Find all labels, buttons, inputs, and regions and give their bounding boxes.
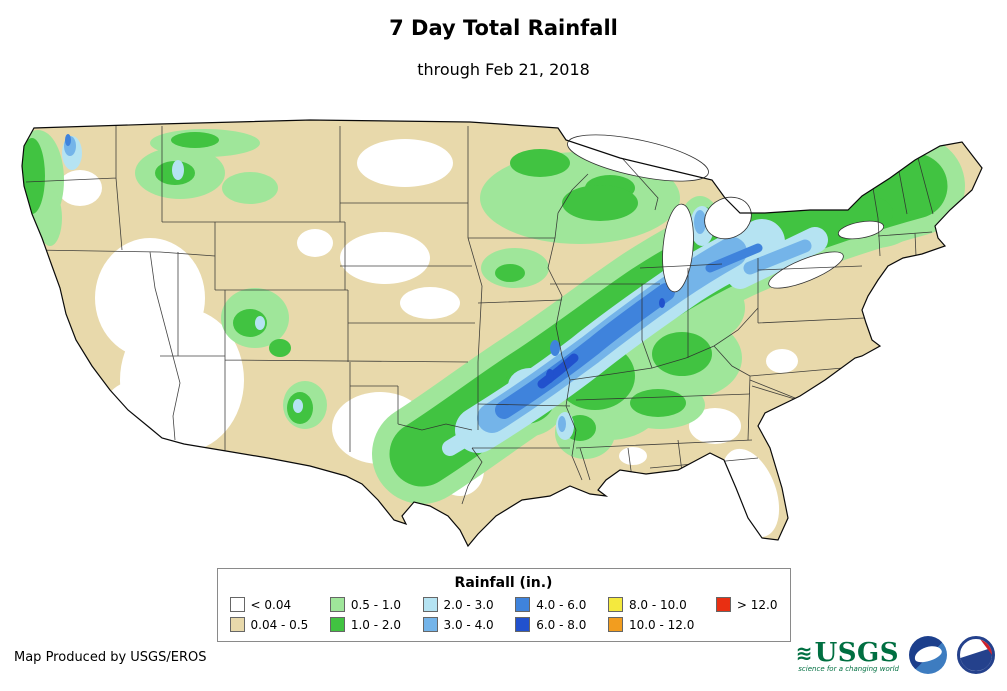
legend-label: > 12.0: [736, 597, 778, 612]
legend-label: 3.0 - 4.0: [443, 617, 494, 632]
usgs-logo-text: USGS: [814, 637, 899, 668]
legend-col-5: 8.0 - 10.0 10.0 - 12.0: [607, 597, 695, 632]
legend-swatch: [229, 597, 245, 612]
legend-item: 3.0 - 4.0: [422, 617, 494, 632]
legend-swatch: [607, 597, 623, 612]
legend-label: 4.0 - 6.0: [536, 597, 587, 612]
legend-item: > 12.0: [715, 597, 778, 612]
legend-columns: < 0.04 0.04 - 0.5 0.5 - 1.0 1.0 - 2.0 2.…: [229, 597, 778, 632]
usgs-logo: ≋ USGS science for a changing world: [796, 638, 899, 673]
legend-label: 0.04 - 0.5: [250, 617, 309, 632]
legend-item: 10.0 - 12.0: [607, 617, 695, 632]
legend-label: 10.0 - 12.0: [628, 617, 695, 632]
legend-item: 6.0 - 8.0: [515, 617, 586, 632]
legend-label: 0.5 - 1.0: [350, 597, 401, 612]
us-rainfall-map: [10, 118, 995, 558]
agency-logos: ≋ USGS science for a changing world: [796, 636, 995, 674]
legend-swatch: [329, 617, 345, 632]
legend-item: 0.5 - 1.0: [329, 597, 401, 612]
legend-item: 2.0 - 3.0: [422, 597, 494, 612]
rain-blue: [65, 134, 763, 419]
legend-label: 6.0 - 8.0: [536, 617, 587, 632]
lake-erie: [768, 251, 844, 289]
legend-col-1: < 0.04 0.04 - 0.5: [229, 597, 309, 632]
nws-logo: [957, 636, 995, 674]
great-lakes: [567, 134, 885, 293]
legend-item: < 0.04: [229, 597, 309, 612]
lake-huron: [704, 196, 752, 240]
legend-col-3: 2.0 - 3.0 3.0 - 4.0: [422, 597, 494, 632]
rain-dark-blue: [537, 298, 665, 389]
legend-swatch: [422, 597, 438, 612]
lake-michigan: [662, 203, 694, 293]
usgs-wave-icon: ≋: [795, 640, 813, 665]
page-title: 7 Day Total Rainfall: [389, 16, 618, 40]
legend-col-4: 4.0 - 6.0 6.0 - 8.0: [515, 597, 586, 632]
legend-title: Rainfall (in.): [454, 575, 553, 591]
legend-item: 1.0 - 2.0: [329, 617, 401, 632]
us-rainfall-map-svg: [21, 119, 983, 547]
legend-col-2: 0.5 - 1.0 1.0 - 2.0: [329, 597, 401, 632]
legend-swatch: [229, 617, 245, 632]
legend-swatch: [515, 617, 531, 632]
legend-label: 8.0 - 10.0: [628, 597, 687, 612]
legend-label: < 0.04: [250, 597, 292, 612]
noaa-logo: [909, 636, 947, 674]
legend-item: 4.0 - 6.0: [515, 597, 586, 612]
lake-ontario: [837, 220, 885, 240]
legend-item: 0.04 - 0.5: [229, 617, 309, 632]
legend-label: 1.0 - 2.0: [350, 617, 401, 632]
legend-swatch: [515, 597, 531, 612]
page-subtitle: through Feb 21, 2018: [417, 60, 590, 79]
legend-item: 8.0 - 10.0: [607, 597, 694, 612]
map-credit: Map Produced by USGS/EROS: [14, 650, 207, 665]
rainfall-layers: [22, 120, 982, 546]
legend-swatch: [715, 597, 731, 612]
legend-swatch: [422, 617, 438, 632]
usgs-tagline: science for a changing world: [798, 664, 899, 673]
legend-swatch: [607, 617, 623, 632]
legend-swatch: [329, 597, 345, 612]
legend-col-6: > 12.0: [715, 597, 778, 612]
lake-superior: [567, 134, 709, 182]
legend-label: 2.0 - 3.0: [443, 597, 494, 612]
rainfall-legend: Rainfall (in.) < 0.04 0.04 - 0.5 0.5 - 1…: [216, 568, 791, 642]
